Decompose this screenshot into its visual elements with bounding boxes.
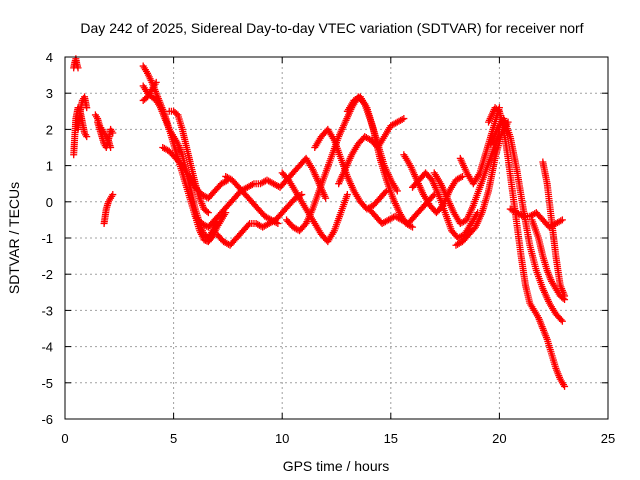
data-point <box>457 173 465 181</box>
data-point <box>83 133 91 141</box>
x-tick-label: 25 <box>601 431 615 446</box>
x-tick-label: 10 <box>275 431 289 446</box>
x-tick-label: 0 <box>61 431 68 446</box>
data-point <box>557 217 565 225</box>
series-arc-n <box>222 172 282 228</box>
series-arc-s <box>343 93 417 231</box>
data-point <box>557 316 565 324</box>
series-arc-i <box>139 78 160 104</box>
data-point <box>518 211 526 219</box>
data-point <box>409 223 417 231</box>
data-point <box>109 191 117 199</box>
y-tick-label: -2 <box>41 267 53 282</box>
x-tick-label: 5 <box>170 431 177 446</box>
x-tick-label: 20 <box>492 431 506 446</box>
y-tick-label: 4 <box>46 50 53 65</box>
series-arc-f <box>100 191 117 228</box>
data-point <box>558 317 566 325</box>
data-point <box>558 216 566 224</box>
y-tick-label: 3 <box>46 86 53 101</box>
series-arc-v <box>409 169 482 242</box>
y-tick-label: 1 <box>46 159 53 174</box>
series-arc-q <box>311 125 390 213</box>
data-point <box>561 292 569 300</box>
y-axis-label: SDTVAR / TECUs <box>6 182 22 294</box>
series-arc-e <box>94 118 117 151</box>
data-point <box>429 192 437 200</box>
series-arc-l <box>191 154 330 231</box>
x-axis-label: GPS time / hours <box>283 458 390 474</box>
series-arc-h <box>139 82 221 242</box>
y-tick-label: -1 <box>41 231 53 246</box>
data-point <box>74 64 82 72</box>
y-tick-label: 0 <box>46 195 53 210</box>
series-arc-c <box>74 93 91 133</box>
data-point <box>398 115 406 123</box>
y-tick-label: -4 <box>41 340 53 355</box>
series-arc-m <box>213 191 306 249</box>
y-tick-label: -6 <box>41 412 53 427</box>
chart-title: Day 242 of 2025, Sidereal Day-to-day VTE… <box>80 20 583 36</box>
series-arc-z <box>485 104 569 390</box>
x-tick-label: 15 <box>384 431 398 446</box>
y-axis-ticks: -6 -5 -4 -3 -2 -1 0 1 2 3 4 <box>41 50 608 427</box>
data-point <box>203 207 211 215</box>
y-tick-label: -5 <box>41 376 53 391</box>
plot-area-points <box>70 55 569 390</box>
data-point <box>274 220 282 228</box>
data-point <box>244 221 252 229</box>
data-point <box>204 209 212 217</box>
data-point <box>561 382 569 390</box>
series-arc-a <box>70 55 82 72</box>
data-point <box>272 219 280 227</box>
grid-lines <box>65 57 608 419</box>
y-tick-label: -3 <box>41 303 53 318</box>
y-tick-label: 2 <box>46 122 53 137</box>
series-arc-ad <box>539 158 569 300</box>
series-arc-x <box>452 118 512 249</box>
series-arc-k <box>159 144 232 202</box>
data-point <box>343 191 351 199</box>
data-point <box>400 115 408 123</box>
data-point <box>393 187 401 195</box>
series-arc-o <box>278 169 351 246</box>
data-point <box>109 129 117 137</box>
data-point <box>83 104 91 112</box>
x-axis-ticks: 0 5 10 15 20 25 <box>61 57 615 446</box>
data-point <box>322 194 330 202</box>
data-point <box>152 78 160 86</box>
data-point <box>248 181 256 189</box>
data-point <box>458 172 466 180</box>
